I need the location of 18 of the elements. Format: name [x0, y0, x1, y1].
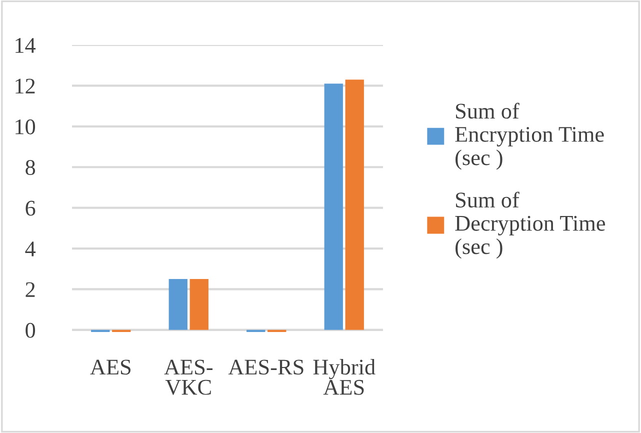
x-tick-label: Hybrid AES [313, 359, 376, 395]
legend-label: Sum of Encryption Time (sec ) [455, 102, 604, 170]
bar [345, 80, 364, 330]
y-tick-label: 6 [26, 200, 36, 216]
x-tick-label: AES-RS [228, 360, 304, 375]
y-tick-label: 8 [26, 160, 36, 176]
bar [190, 279, 208, 330]
x-tick-label: AES [90, 360, 130, 375]
y-tick-label: 0 [26, 322, 36, 338]
y-tick-label: 12 [16, 78, 35, 94]
y-tick-label: 10 [16, 119, 36, 134]
y-tick-label: 2 [26, 282, 35, 297]
y-tick-label: 14 [16, 38, 36, 53]
x-tick-label: AES- VKC [164, 360, 213, 395]
bar [324, 84, 343, 330]
bar [168, 279, 188, 330]
y-tick-label: 4 [25, 242, 36, 256]
legend-label: Sum of Decryption Time (sec ) [455, 192, 606, 259]
